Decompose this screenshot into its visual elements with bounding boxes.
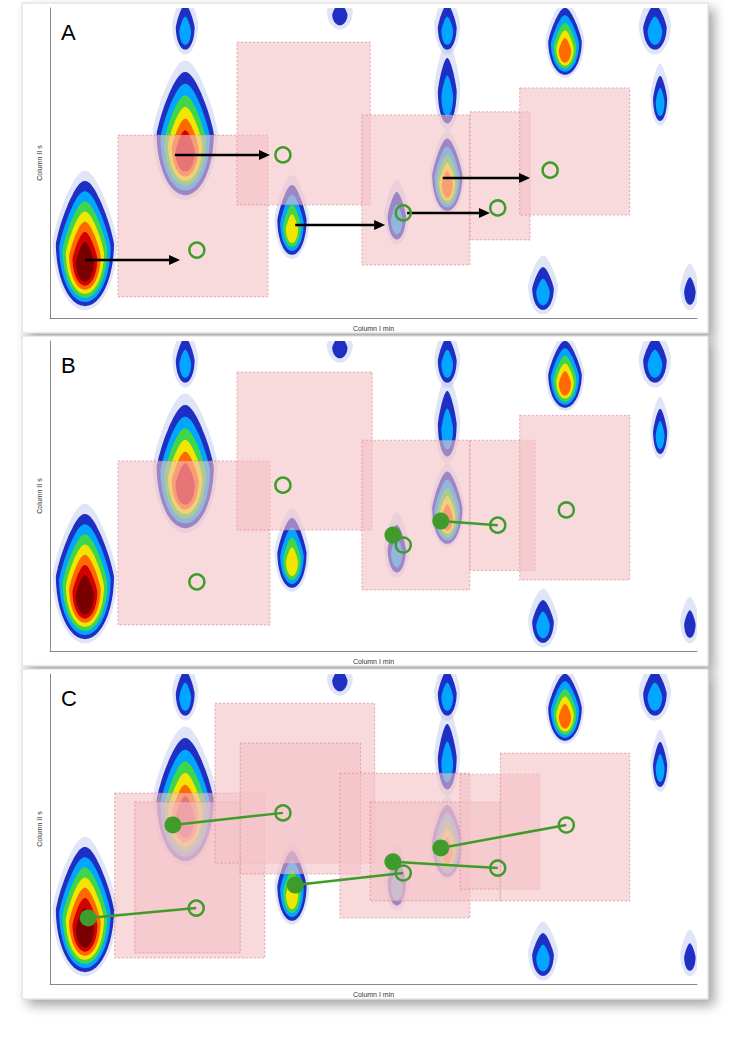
- svg-text:Column I min: Column I min: [353, 991, 394, 998]
- svg-text:A: A: [61, 20, 76, 45]
- svg-text:C: C: [61, 686, 77, 711]
- svg-text:Column I min: Column I min: [353, 325, 394, 332]
- svg-text:B: B: [61, 353, 76, 378]
- svg-text:Column II s: Column II s: [36, 811, 43, 847]
- svg-text:Column II s: Column II s: [36, 145, 43, 181]
- svg-text:Column I min: Column I min: [353, 658, 394, 665]
- svg-text:Column II s: Column II s: [36, 478, 43, 514]
